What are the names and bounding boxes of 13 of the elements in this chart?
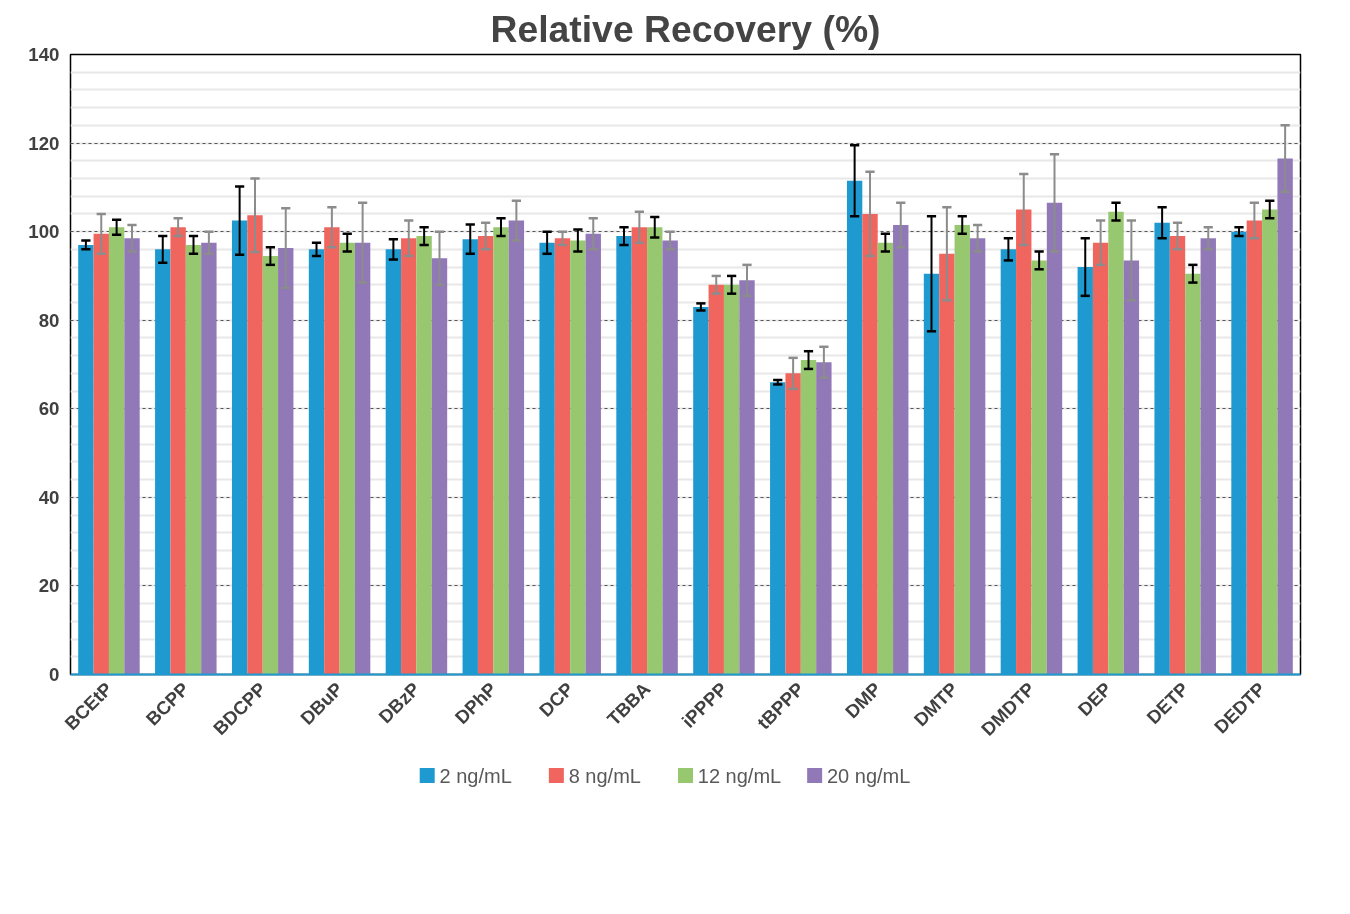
legend-label: 8 ng/mL <box>568 764 641 787</box>
y-tick-label: 20 <box>38 575 60 597</box>
legend-label: 20 ng/mL <box>826 764 911 787</box>
chart-title: Relative Recovery (%) <box>490 7 881 50</box>
y-tick-label: 60 <box>38 398 60 420</box>
y-tick-label: 120 <box>28 132 60 154</box>
legend-label: 2 ng/mL <box>439 764 512 787</box>
legend-label: 12 ng/mL <box>697 764 782 787</box>
y-tick-label: 0 <box>49 664 60 685</box>
y-tick-label: 80 <box>38 309 60 331</box>
y-tick-label: 140 <box>28 44 60 65</box>
y-tick-label: 100 <box>28 221 60 243</box>
y-tick-label: 40 <box>38 486 60 508</box>
